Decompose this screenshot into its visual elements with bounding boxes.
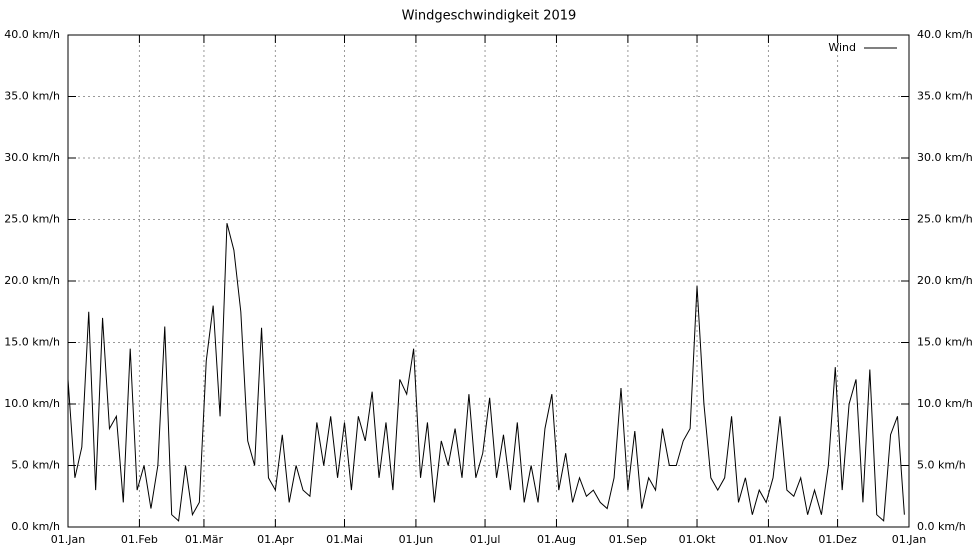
plot-frame [67, 34, 910, 528]
y-tick-label: 35.0 km/h [4, 90, 60, 103]
y-tick-label: 25.0 km/h [4, 213, 60, 226]
legend-label: Wind [828, 41, 856, 54]
x-tick-label: 01.Dez [818, 533, 857, 546]
y-tick-label: 40.0 km/h [4, 28, 60, 41]
x-tick-label: 01.Jun [399, 533, 434, 546]
y2-tick-label: 40.0 km/h [917, 28, 973, 41]
y2-tick-label: 5.0 km/h [917, 459, 966, 472]
x-tick-label: 01.Nov [749, 533, 788, 546]
y-tick-label: 0.0 km/h [11, 520, 60, 533]
x-tick-label: 01.Feb [121, 533, 158, 546]
x-tick-label: 01.Mai [326, 533, 363, 546]
x-tick-label: 01.Apr [257, 533, 294, 546]
y-tick-label: 30.0 km/h [4, 151, 60, 164]
y2-tick-label: 15.0 km/h [917, 336, 973, 349]
data-line [67, 223, 905, 522]
y-tick-label: 15.0 km/h [4, 336, 60, 349]
x-tick-label: 01.Okt [679, 533, 717, 546]
y2-tick-label: 0.0 km/h [917, 520, 966, 533]
y-tick-label: 5.0 km/h [11, 459, 60, 472]
y-tick-label: 20.0 km/h [4, 274, 60, 287]
x-tick-label: 01.Sep [609, 533, 647, 546]
x-tick-label: 01.Mär [185, 533, 224, 546]
chart-title: Windgeschwindigkeit 2019 [402, 9, 577, 24]
y2-tick-label: 30.0 km/h [917, 151, 973, 164]
y2-tick-label: 20.0 km/h [917, 274, 973, 287]
x-tick-label: 01.Jan [892, 533, 926, 546]
y2-tick-label: 10.0 km/h [917, 397, 973, 410]
x-tick-label: 01.Jul [470, 533, 501, 546]
x-tick-label: 01.Jan [51, 533, 85, 546]
y2-tick-label: 35.0 km/h [917, 90, 973, 103]
y2-tick-label: 25.0 km/h [917, 213, 973, 226]
y-tick-label: 10.0 km/h [4, 397, 60, 410]
x-tick-label: 01.Aug [537, 533, 576, 546]
